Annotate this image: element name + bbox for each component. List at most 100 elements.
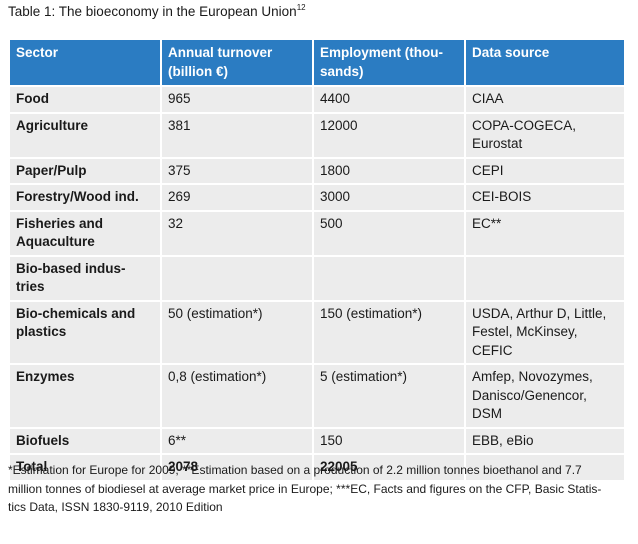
table-row: Enzymes 0,8 (estimation*) 5 (estimation*) A… [10, 365, 624, 427]
source-cell-text: CIAA [472, 91, 504, 106]
employment-cell: 5 (estimation*) [314, 365, 464, 427]
turnover-cell-text: 269 [168, 189, 191, 204]
sector-cell: Bio-chemicals and plastics [10, 301, 160, 363]
employment-cell-text: 12000 [320, 117, 358, 133]
sector-cell-text: Fisheries and [16, 215, 104, 231]
total-employment: 22005 [314, 455, 464, 480]
sector-cell-text: tries [16, 279, 45, 294]
table-row: Forestry/Wood ind. 269 3000 CEI-BOIS [10, 185, 624, 210]
sector-cell: Fisheries and Aquaculture [10, 211, 160, 255]
turnover-cell-text: 32 [168, 215, 184, 231]
sector-cell: Enzymes [10, 365, 160, 427]
table-row: Biofuels 6** 150 EBB, eBio [10, 428, 624, 453]
turnover-cell: 269 [162, 185, 312, 210]
table-row: Bio-chemicals and plastics 50 (estimation*… [10, 301, 624, 363]
table-caption: Table 1: The bioeconomy in the European … [8, 3, 306, 19]
footnote-line: *Estimation for Europe for 2009; **Estim… [8, 463, 582, 477]
table-body: Food 965 4400 CIAA Agriculture 381 12000 COPA-C… [10, 87, 624, 480]
footnote-line: million tonnes of biodiesel at average m… [8, 481, 602, 496]
turnover-cell-text: 381 [168, 117, 191, 133]
sector-cell: Biofuels [10, 428, 160, 453]
source-cell-text: Festel, McKinsey, [472, 324, 578, 339]
sector-cell-text: Bio-based indus- [16, 260, 126, 276]
employment-cell: 3000 [314, 185, 464, 210]
employment-cell-text: 150 (estimation*) [320, 305, 423, 321]
header-sector-line-1: Sector [16, 45, 59, 60]
header-sector: Sector [10, 40, 160, 85]
header-turnover-line-1: Annual turnover [168, 45, 273, 60]
sector-cell: Food [10, 87, 160, 112]
employment-cell-text: 500 [320, 215, 343, 231]
total-turnover-text: 2078 [168, 459, 199, 474]
sector-cell: Bio-based indus-tries [10, 256, 160, 300]
source-cell: Amfep, Novozymes, Danisco/Genencor, DSM [466, 365, 624, 427]
caption-text: Table 1: The bioeconomy in the European … [8, 4, 297, 19]
table-row: Food 965 4400 CIAA [10, 87, 624, 112]
total-turnover: 2078 [162, 455, 312, 480]
header-employment-line-1: Employment (thou- [320, 45, 443, 60]
source-cell-text: CEFIC [472, 342, 513, 358]
turnover-cell: 375 [162, 158, 312, 183]
source-cell: CIAA [466, 87, 624, 112]
sector-cell-text: Enzymes [16, 369, 75, 384]
table-row: Fisheries and Aquaculture 32 500 EC** [10, 211, 624, 255]
turnover-cell-text: 0,8 (estimation*) [168, 369, 267, 384]
sector-cell-text: Bio-chemicals and [16, 305, 136, 321]
sector-cell-text: Forestry/Wood ind. [16, 189, 139, 204]
employment-cell: 12000 [314, 113, 464, 157]
source-cell-text: EBB, eBio [472, 432, 534, 448]
turnover-cell-text: 965 [168, 91, 191, 106]
header-employment-line-2: sands) [320, 64, 364, 79]
source-cell: CEPI [466, 158, 624, 183]
bioeconomy-table: Sector Annual turnover (billion €) Employ… [8, 38, 626, 482]
turnover-cell: 965 [162, 87, 312, 112]
header-employment: Employment (thou-sands) [314, 40, 464, 85]
header-source: Data source [466, 40, 624, 85]
sector-cell: Paper/Pulp [10, 158, 160, 183]
header-source-line-1: Data source [472, 45, 550, 60]
source-cell: USDA, Arthur D, Little, Festel, McKinsey,… [466, 301, 624, 363]
table-row: Bio-based indus-tries [10, 256, 624, 300]
source-cell: EBB, eBio [466, 428, 624, 453]
source-cell: EC** [466, 211, 624, 255]
total-row: Total 2078 22005 [10, 455, 624, 480]
total-employment-text: 22005 [320, 459, 358, 474]
turnover-cell: 50 (estimation*) [162, 301, 312, 363]
employment-cell: 150 (estimation*) [314, 301, 464, 363]
table-row: Paper/Pulp 375 1800 CEPI [10, 158, 624, 183]
source-cell-text: DSM [472, 406, 502, 421]
employment-cell: 150 [314, 428, 464, 453]
table-row: Agriculture 381 12000 COPA-COGECA, Eurostat [10, 113, 624, 157]
caption-footnote-ref: 12 [296, 3, 306, 12]
employment-cell: 1800 [314, 158, 464, 183]
turnover-cell: 6** [162, 428, 312, 453]
source-cell-text: CEI-BOIS [472, 189, 532, 204]
sector-cell-text: Aquaculture [16, 234, 95, 249]
total-label-text: Total [16, 459, 48, 474]
employment-cell-text: 5 (estimation*) [320, 369, 408, 384]
footnote: *Estimation for Europe for 2009; **Estim… [8, 461, 632, 517]
table-header: Sector Annual turnover (billion €) Employ… [10, 40, 624, 85]
employment-cell-text: 150 [320, 432, 343, 448]
total-source [466, 455, 624, 480]
source-cell-text: Amfep, Novozymes, [472, 369, 593, 384]
source-cell-text: Eurostat [472, 136, 523, 151]
source-cell-text: EC** [472, 215, 502, 231]
turnover-cell: 0,8 (estimation*) [162, 365, 312, 427]
source-cell-text: COPA-COGECA, [472, 117, 577, 133]
turnover-cell: 32 [162, 211, 312, 255]
sector-cell-text: plastics [16, 324, 67, 339]
sector-cell-text: Biofuels [16, 432, 70, 448]
source-cell-text: Danisco/Genencor, [472, 387, 587, 403]
turnover-cell: 381 [162, 113, 312, 157]
source-cell-text: CEPI [472, 162, 504, 178]
employment-cell-text: 4400 [320, 91, 351, 106]
sector-cell: Agriculture [10, 113, 160, 157]
sector-cell-text: Food [16, 91, 49, 106]
source-cell: CEI-BOIS [466, 185, 624, 210]
source-cell [466, 256, 624, 300]
sector-cell-text: Agriculture [16, 117, 89, 133]
employment-cell [314, 256, 464, 300]
employment-cell-text: 1800 [320, 162, 351, 178]
header-row: Sector Annual turnover (billion €) Employ… [10, 40, 624, 85]
